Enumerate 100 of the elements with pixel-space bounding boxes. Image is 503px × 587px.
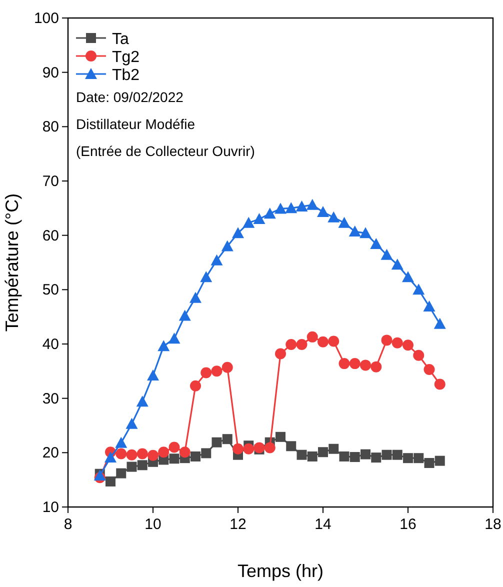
point <box>211 366 222 377</box>
point <box>317 206 329 217</box>
annotation: (Entrée de Collecteur Ouvrir) <box>76 143 255 159</box>
annotation: Distillateur Modéfie <box>76 116 196 132</box>
point <box>349 358 360 370</box>
point <box>168 332 180 344</box>
point <box>296 450 307 460</box>
point <box>286 339 297 350</box>
point <box>307 451 318 462</box>
point <box>318 336 328 348</box>
point <box>392 450 402 460</box>
point <box>328 336 340 347</box>
point <box>136 448 148 460</box>
y-tick-label: 100 <box>34 10 59 27</box>
point <box>190 451 200 462</box>
point <box>296 339 308 350</box>
point <box>243 443 254 454</box>
y-tick-label: 80 <box>42 118 59 136</box>
y-axis-title: Température (°C) <box>2 193 22 332</box>
y-tick-label: 40 <box>42 336 59 353</box>
point <box>360 360 371 371</box>
point <box>232 443 244 454</box>
annotation: Date: 09/02/2022 <box>76 89 184 105</box>
point <box>169 454 180 464</box>
point <box>116 468 126 478</box>
point <box>391 258 404 270</box>
point <box>339 451 350 462</box>
x-tick-label: 12 <box>230 516 246 533</box>
point <box>200 367 212 378</box>
point <box>221 240 234 252</box>
point <box>423 300 436 312</box>
y-tick-label: 70 <box>42 173 59 190</box>
point <box>338 358 350 370</box>
x-axis-title: Temps (hr) <box>237 561 324 581</box>
point <box>414 453 424 464</box>
x-tick-label: 16 <box>400 516 416 533</box>
point <box>285 202 298 214</box>
legend-label: Tg2 <box>112 49 140 66</box>
point <box>296 200 308 212</box>
point <box>360 449 370 460</box>
point <box>381 334 392 346</box>
point <box>382 450 392 460</box>
point <box>201 448 212 458</box>
point <box>115 436 128 448</box>
x-tick-label: 14 <box>314 516 332 533</box>
point <box>275 348 286 360</box>
point <box>371 452 382 463</box>
point <box>328 211 340 222</box>
point <box>179 446 190 458</box>
point <box>306 331 318 342</box>
point <box>210 254 223 266</box>
point <box>137 460 148 470</box>
point <box>106 476 116 486</box>
point <box>338 216 350 228</box>
point <box>264 208 276 219</box>
point <box>412 284 425 295</box>
point <box>148 450 158 461</box>
point <box>222 434 232 444</box>
point <box>212 437 222 448</box>
legend-label: Tb2 <box>112 67 140 84</box>
point <box>158 340 170 352</box>
point <box>370 238 382 250</box>
point <box>286 441 296 452</box>
point <box>264 442 276 454</box>
y-tick-label: 90 <box>42 64 59 82</box>
point <box>168 442 180 453</box>
point <box>126 418 138 429</box>
point <box>190 380 201 392</box>
point <box>402 340 414 351</box>
point <box>274 202 286 214</box>
point <box>126 449 138 460</box>
point <box>147 370 159 381</box>
point <box>190 292 202 303</box>
y-tick-label: 50 <box>42 282 59 299</box>
point <box>350 452 360 462</box>
point <box>392 337 403 348</box>
point <box>200 271 212 282</box>
point <box>232 227 244 238</box>
point <box>434 378 446 390</box>
point <box>242 216 255 228</box>
point <box>328 444 339 454</box>
point <box>403 453 413 464</box>
point <box>434 318 446 329</box>
x-tick-label: 8 <box>64 516 72 533</box>
point <box>136 396 148 407</box>
point <box>380 248 393 260</box>
point <box>306 198 318 210</box>
point <box>413 350 424 361</box>
point <box>126 462 137 472</box>
point <box>370 361 382 372</box>
point <box>116 448 127 460</box>
x-tick-label: 18 <box>484 516 502 533</box>
point <box>178 310 191 321</box>
point <box>222 362 233 373</box>
point <box>434 456 445 466</box>
legend-label: Ta <box>112 31 129 48</box>
y-tick-label: 10 <box>42 499 59 516</box>
point <box>158 446 170 458</box>
point <box>424 458 434 468</box>
y-tick-label: 20 <box>42 444 59 462</box>
